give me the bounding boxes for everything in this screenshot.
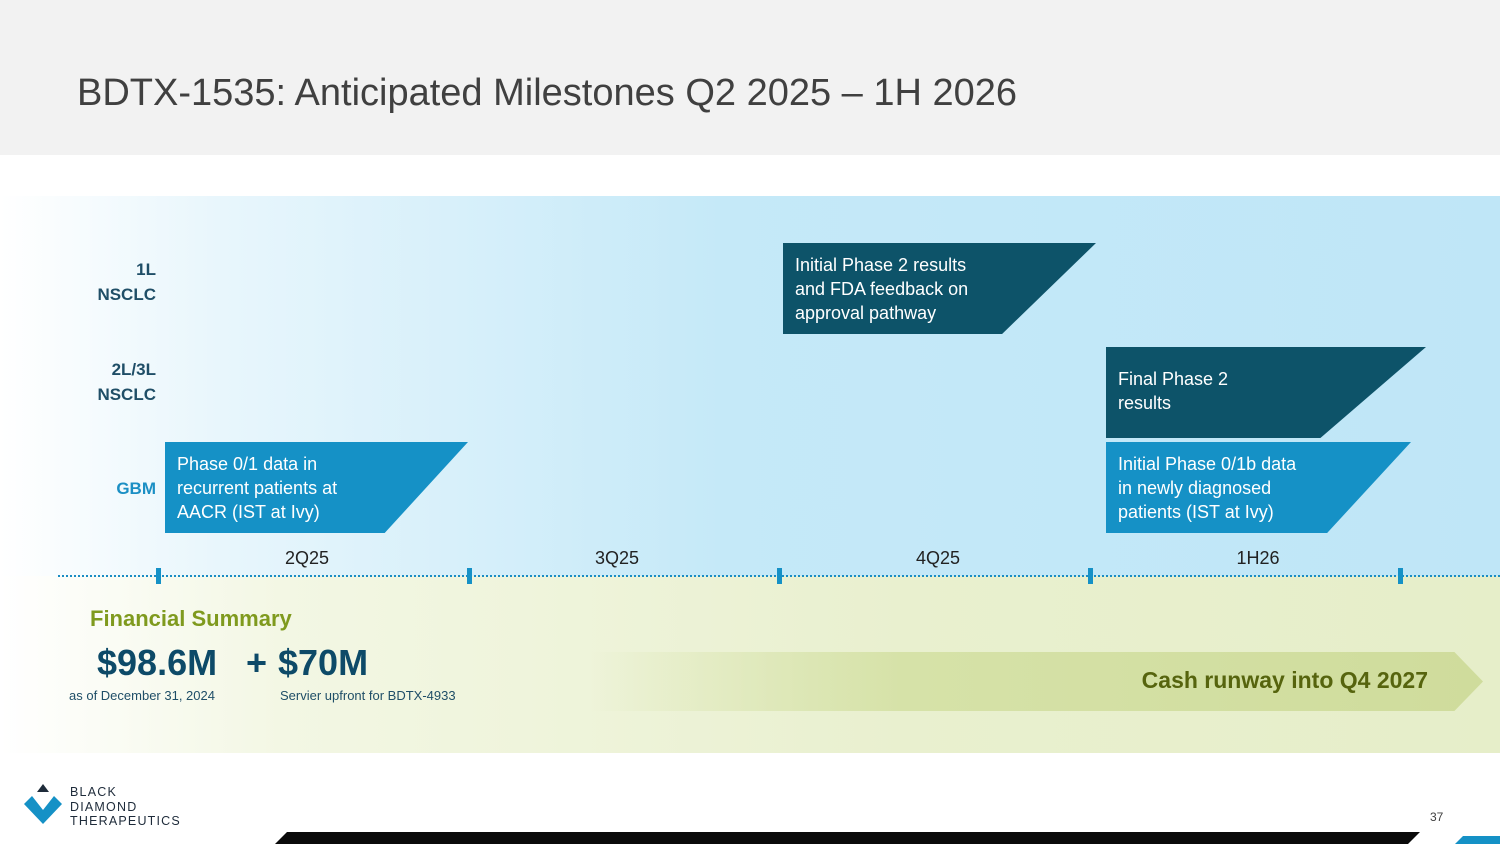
quarter-label: 4Q25 — [915, 548, 961, 568]
milestone-initial-phase01b: Initial Phase 0/1b data in newly diagnos… — [1106, 442, 1411, 533]
cash-runway-arrow: Cash runway into Q4 2027 — [590, 652, 1483, 711]
slide-title: BDTX-1535: Anticipated Milestones Q2 202… — [77, 72, 1018, 114]
row-label-1l-nsclc: 1L NSCLC — [36, 257, 156, 307]
financial-summary-heading: Financial Summary — [90, 606, 292, 631]
company-logo: BLACK DIAMOND THERAPEUTICS — [22, 782, 212, 828]
upfront-amount-note: Servier upfront for BDTX-4933 — [280, 688, 456, 703]
upfront-amount: $70M — [278, 642, 369, 683]
milestone-line: recurrent patients at — [177, 478, 338, 498]
page-number: 37 — [1430, 810, 1444, 824]
timeline-tick — [1398, 568, 1403, 584]
timeline-tick — [1088, 568, 1093, 584]
milestone-line: and FDA feedback on — [795, 279, 969, 299]
timeline-tick — [467, 568, 472, 584]
cash-amount-note: as of December 31, 2024 — [69, 688, 215, 703]
cash-runway-text: Cash runway into Q4 2027 — [1141, 667, 1428, 693]
milestone-line: Initial Phase 0/1b data — [1118, 454, 1297, 474]
row-label-line: NSCLC — [97, 285, 156, 304]
black-diamond-logo-icon — [24, 784, 62, 824]
logo-line: BLACK — [70, 785, 117, 799]
milestone-text: Final Phase 2 results — [1118, 367, 1418, 415]
corner-accent — [1455, 836, 1500, 844]
header-band — [0, 0, 1500, 155]
plus-sign: + — [246, 642, 268, 683]
milestone-text: Initial Phase 2 results and FDA feedback… — [795, 253, 1088, 325]
milestone-line: Final Phase 2 — [1118, 369, 1229, 389]
milestone-text: Phase 0/1 data in recurrent patients at … — [177, 452, 460, 524]
logo-wordmark: BLACK DIAMOND THERAPEUTICS — [70, 785, 181, 829]
milestone-line: Initial Phase 2 results — [795, 255, 967, 275]
quarter-label: 2Q25 — [284, 548, 330, 568]
quarter-label: 1H26 — [1236, 548, 1280, 568]
milestone-line: AACR (IST at Ivy) — [177, 502, 320, 522]
row-label-gbm: GBM — [36, 476, 156, 501]
cash-amount: $98.6M — [97, 642, 218, 683]
footer-bar — [275, 832, 1420, 844]
row-label-line: NSCLC — [97, 385, 156, 404]
timeline-tick — [777, 568, 782, 584]
milestone-text: Initial Phase 0/1b data in newly diagnos… — [1118, 452, 1403, 524]
row-label-line: 2L/3L — [111, 360, 156, 379]
milestone-line: in newly diagnosed — [1118, 478, 1272, 498]
logo-line: DIAMOND — [70, 799, 138, 814]
row-label-line: GBM — [116, 479, 156, 498]
milestone-line: patients (IST at Ivy) — [1118, 502, 1274, 522]
milestone-line: results — [1118, 393, 1172, 413]
row-label-2l3l-nsclc: 2L/3L NSCLC — [36, 357, 156, 407]
milestone-line: Phase 0/1 data in — [177, 454, 318, 474]
timeline-tick — [156, 568, 161, 584]
milestone-line: approval pathway — [795, 303, 937, 323]
milestone-final-phase2: Final Phase 2 results — [1106, 347, 1426, 438]
logo-line: THERAPEUTICS — [70, 814, 181, 828]
row-label-line: 1L — [136, 260, 156, 279]
quarter-label: 3Q25 — [594, 548, 640, 568]
